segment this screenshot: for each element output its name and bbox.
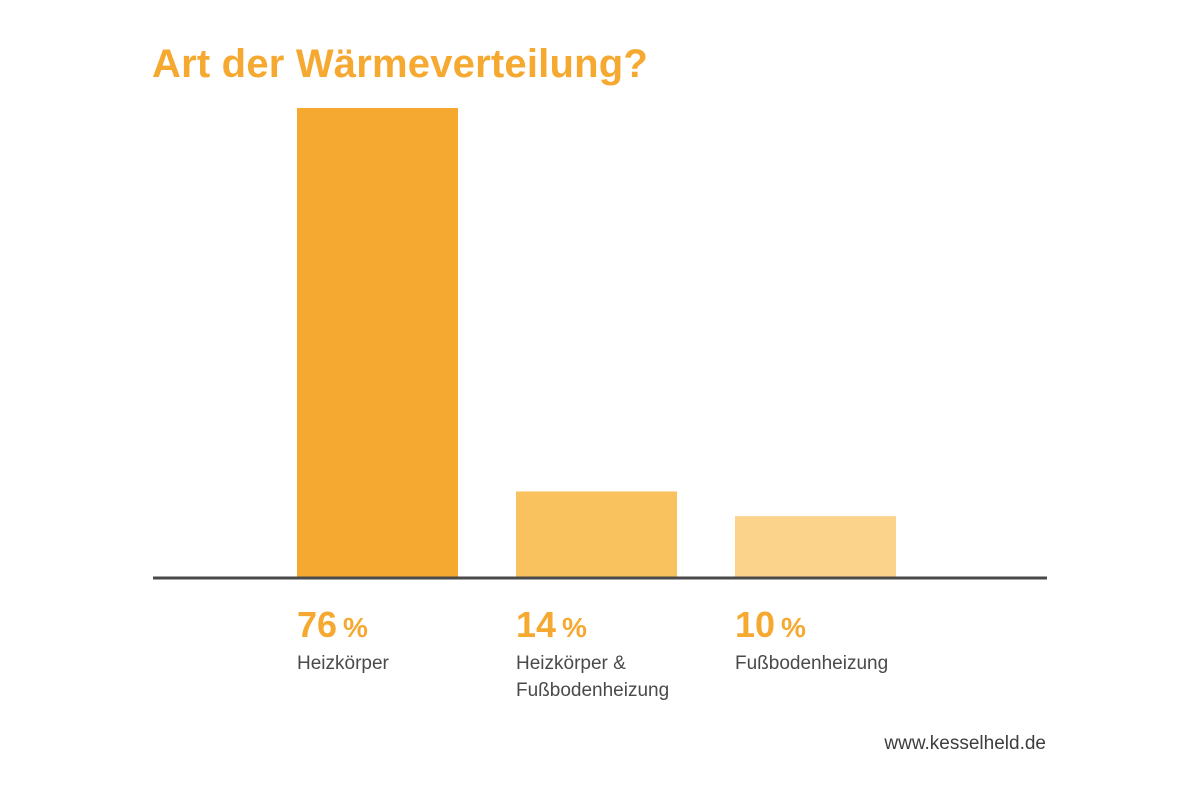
bar-2 bbox=[516, 491, 677, 578]
value-number: 76 bbox=[297, 604, 338, 645]
value-unit: % bbox=[562, 612, 587, 643]
value-unit: % bbox=[781, 612, 806, 643]
source-url: www.kesselheld.de bbox=[884, 733, 1046, 754]
value-number: 10 bbox=[735, 604, 776, 645]
value-unit: % bbox=[343, 612, 368, 643]
category-label-1: Heizkörper bbox=[297, 653, 389, 674]
value-number: 14 bbox=[516, 604, 557, 645]
value-label-1: 76% bbox=[297, 604, 368, 646]
bar-3 bbox=[735, 516, 896, 578]
category-label-3: Fußbodenheizung bbox=[735, 653, 889, 674]
value-label-2: 14% bbox=[516, 604, 587, 646]
value-label-3: 10% bbox=[735, 604, 806, 646]
bar-1 bbox=[297, 108, 458, 578]
chart-title: Art der Wärmeverteilung? bbox=[152, 42, 649, 86]
category-label-2: Heizkörper & Fußbodenheizung bbox=[516, 653, 670, 701]
